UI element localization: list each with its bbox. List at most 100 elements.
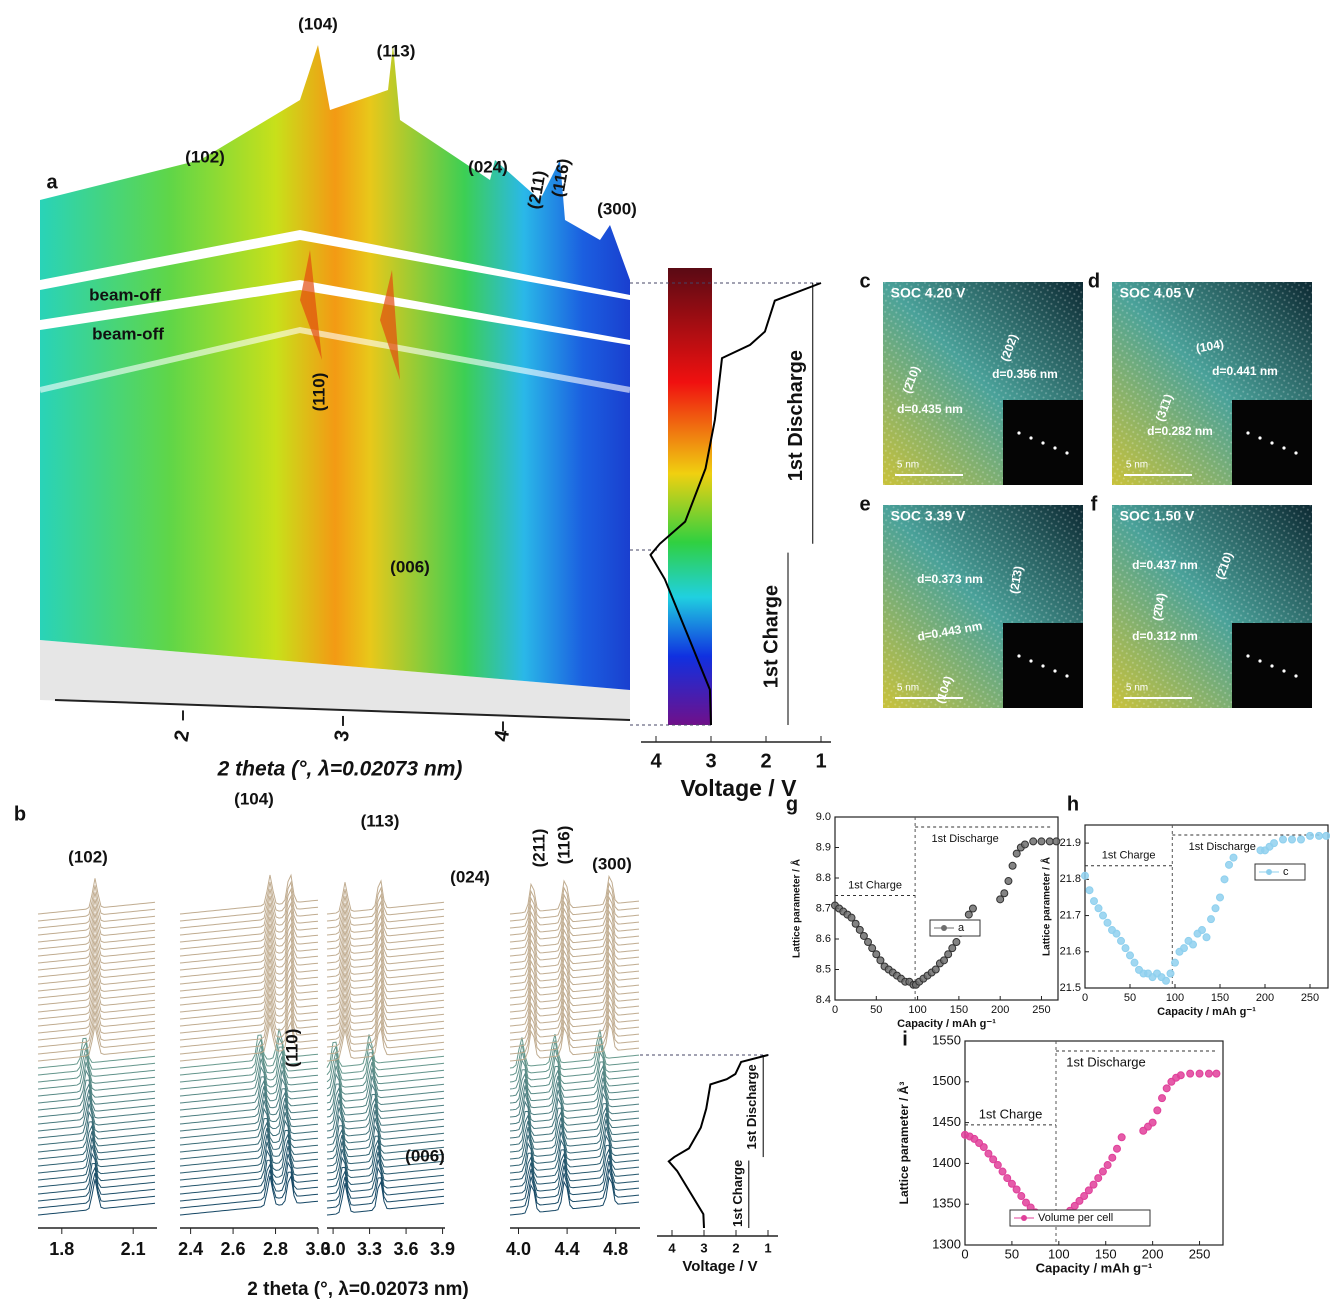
soc-label: SOC 3.39 V bbox=[891, 508, 966, 524]
trace bbox=[179, 943, 319, 985]
point bbox=[1103, 1161, 1112, 1170]
trace bbox=[179, 950, 319, 992]
trace bbox=[37, 969, 156, 1006]
trace bbox=[37, 927, 156, 964]
trace bbox=[509, 1085, 640, 1125]
trace bbox=[37, 990, 156, 1027]
trace bbox=[509, 1035, 640, 1076]
trace bbox=[509, 1147, 640, 1188]
peak-label: (300) bbox=[597, 199, 637, 218]
trace bbox=[179, 957, 319, 999]
trace bbox=[509, 951, 640, 992]
scale-label: 5 nm bbox=[897, 460, 919, 471]
trace bbox=[37, 1061, 156, 1097]
trace bbox=[509, 979, 640, 1020]
fft-spot bbox=[1270, 664, 1274, 668]
panel-label: f bbox=[1091, 493, 1098, 515]
trace bbox=[179, 1153, 319, 1195]
trace bbox=[509, 1007, 640, 1048]
point bbox=[1186, 1069, 1195, 1078]
x-tick-label: 100 bbox=[908, 1004, 926, 1016]
x-tick-label: 200 bbox=[991, 1004, 1009, 1016]
point bbox=[1204, 1069, 1213, 1078]
fft-spot bbox=[1246, 654, 1250, 658]
point bbox=[1189, 940, 1197, 949]
point bbox=[1121, 944, 1130, 953]
legend-label: Volume per cell bbox=[1038, 1212, 1113, 1224]
annotation: d=0.373 nm bbox=[917, 572, 983, 586]
axis-label: Capacity / mAh g⁻¹ bbox=[897, 1018, 996, 1030]
trace bbox=[509, 888, 640, 929]
trace bbox=[509, 972, 640, 1013]
point bbox=[1012, 849, 1021, 858]
x-tick-label: 3 bbox=[705, 750, 716, 772]
point bbox=[1322, 831, 1330, 840]
point bbox=[868, 944, 877, 953]
trace bbox=[179, 1127, 319, 1167]
trace bbox=[37, 899, 156, 936]
trace bbox=[326, 1051, 445, 1083]
trace bbox=[326, 1117, 445, 1153]
peak-label: (113) bbox=[377, 41, 416, 60]
fft-spot bbox=[1065, 674, 1069, 678]
trace bbox=[37, 962, 156, 999]
peak-label: (110) bbox=[282, 1029, 301, 1068]
y-tick-label: 21.8 bbox=[1060, 873, 1081, 885]
trace bbox=[37, 913, 156, 950]
x-tick-label: 200 bbox=[1142, 1246, 1164, 1261]
trace bbox=[37, 892, 156, 929]
trace bbox=[509, 1064, 640, 1104]
point bbox=[1212, 1069, 1221, 1078]
axis-label: 2 theta (°, λ=0.02073 nm) bbox=[217, 758, 463, 781]
fft-spot bbox=[1246, 431, 1250, 435]
trace bbox=[179, 880, 319, 922]
annotation: 1st Discharge bbox=[744, 1064, 759, 1149]
trace bbox=[326, 900, 445, 936]
fft-spot bbox=[1282, 446, 1286, 450]
y-tick-label: 8.8 bbox=[816, 872, 831, 884]
trace bbox=[326, 998, 445, 1034]
trace bbox=[179, 1070, 319, 1111]
trace bbox=[179, 1044, 319, 1083]
trace bbox=[179, 887, 319, 929]
trace bbox=[179, 1056, 319, 1097]
trace bbox=[37, 1082, 156, 1118]
x-tick-label: 4.8 bbox=[603, 1239, 628, 1259]
fft-spot bbox=[1294, 674, 1298, 678]
trace bbox=[326, 956, 445, 992]
trace bbox=[509, 993, 640, 1034]
peak-label: (024) bbox=[450, 867, 490, 886]
point bbox=[1126, 951, 1134, 960]
x-tick-label: 3 bbox=[700, 1240, 707, 1255]
point bbox=[998, 1167, 1007, 1176]
trace bbox=[179, 1062, 319, 1104]
scale-label: 5 nm bbox=[1126, 460, 1148, 471]
trace bbox=[326, 1151, 445, 1188]
point bbox=[964, 910, 973, 919]
trace bbox=[509, 1144, 640, 1181]
point bbox=[1148, 1118, 1157, 1127]
peak-label: (110) bbox=[309, 373, 328, 412]
voltage-curve bbox=[667, 1054, 769, 1229]
axis-label: Capacity / mAh g⁻¹ bbox=[1036, 1260, 1153, 1275]
x-tick-label: 250 bbox=[1301, 992, 1319, 1004]
y-tick-label: 21.5 bbox=[1060, 982, 1081, 994]
trace bbox=[37, 1179, 156, 1216]
y-tick-label: 1350 bbox=[932, 1196, 961, 1211]
trace bbox=[179, 1077, 319, 1118]
point bbox=[1052, 837, 1061, 846]
trace bbox=[509, 1061, 640, 1097]
panel-label: b bbox=[14, 803, 26, 825]
trace bbox=[37, 1121, 156, 1153]
point bbox=[940, 956, 949, 965]
point bbox=[1112, 1144, 1121, 1153]
point bbox=[989, 1155, 998, 1164]
point bbox=[996, 895, 1005, 904]
trace bbox=[37, 1047, 156, 1083]
x-tick-label: 0 bbox=[1082, 992, 1088, 1004]
x-tick-label: 1 bbox=[764, 1240, 771, 1255]
panel-label: g bbox=[786, 793, 798, 815]
point bbox=[1045, 837, 1054, 846]
trace bbox=[179, 936, 319, 978]
